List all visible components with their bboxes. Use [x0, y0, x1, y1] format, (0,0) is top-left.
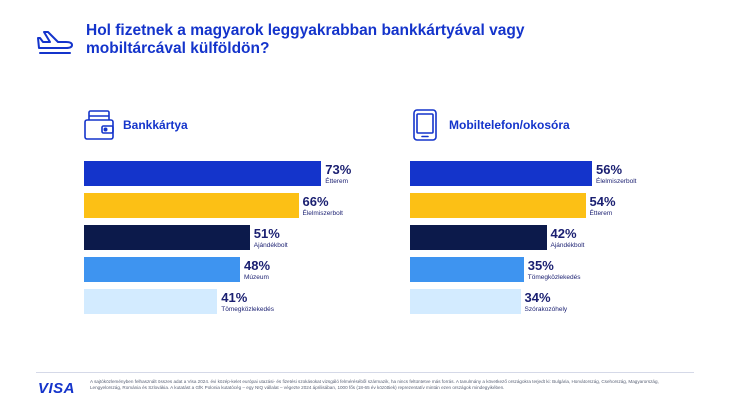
bar — [410, 193, 586, 218]
value-label: 54% — [589, 194, 616, 209]
category-label: Élelmiszerbolt — [596, 178, 637, 185]
footer-divider — [36, 372, 694, 373]
value-label: 73% — [325, 162, 352, 177]
bar — [410, 289, 521, 314]
panel-label-card: Bankkártya — [123, 118, 188, 132]
bar-row: 35% Tömegközlekedés — [410, 257, 710, 282]
panel-header-card: Bankkártya — [84, 109, 188, 141]
category-label: Múzeum — [244, 274, 269, 281]
bar-row: 48% Múzeum — [84, 257, 384, 282]
wallet-card-icon — [84, 110, 114, 140]
bar — [84, 193, 299, 218]
category-label: Étterem — [589, 210, 613, 217]
category-label: Ajándékbolt — [253, 242, 288, 249]
value-label: 48% — [244, 258, 271, 273]
category-label: Szórakozóhely — [524, 306, 568, 313]
category-label: Tömegközlekedés — [221, 306, 274, 313]
page-title: Hol fizetnek a magyarok leggyakrabban ba… — [86, 22, 525, 57]
bar-row: 73% Étterem — [84, 161, 384, 186]
value-label: 41% — [221, 290, 248, 305]
bar — [410, 225, 547, 250]
bar-row: 66% Élelmiszerbolt — [84, 193, 384, 218]
bar — [84, 161, 322, 186]
category-label: Élelmiszerbolt — [302, 210, 343, 217]
panel-header-mobile: Mobiltelefon/okosóra — [410, 109, 570, 141]
card-payment-chart: 73% Étterem 66% Élelmiszerbolt 51% Ajándékbol… — [84, 161, 384, 321]
value-label: 42% — [550, 226, 577, 241]
bar-row: 41% Tömegközlekedés — [84, 289, 384, 314]
bar-row: 42% Ajándékbolt — [410, 225, 710, 250]
smartphone-icon — [413, 109, 437, 141]
bar-row: 54% Étterem — [410, 193, 710, 218]
panel-label-mobile: Mobiltelefon/okosóra — [449, 118, 570, 132]
bar — [84, 289, 218, 314]
bar — [410, 257, 524, 282]
bar — [410, 161, 592, 186]
bar — [84, 225, 250, 250]
bar-row: 56% Élelmiszerbolt — [410, 161, 710, 186]
value-label: 51% — [253, 226, 280, 241]
bar-row: 34% Szórakozóhely — [410, 289, 710, 314]
visa-logo: VISA — [38, 380, 76, 397]
value-label: 56% — [596, 162, 623, 177]
value-label: 34% — [524, 290, 551, 305]
category-label: Tömegközlekedés — [527, 274, 581, 281]
category-label: Ajándékbolt — [550, 242, 585, 249]
category-label: Étterem — [325, 178, 349, 185]
value-label: 35% — [527, 258, 554, 273]
value-label: 66% — [302, 194, 329, 209]
bar-row: 51% Ajándékbolt — [84, 225, 384, 250]
bar — [84, 257, 240, 282]
footer-note: A sajtóközleményben felhasznált összes a… — [90, 379, 659, 390]
mobile-payment-chart: 56% Élelmiszerbolt 54% Étterem 42% Ajándékbol… — [410, 161, 710, 321]
airplane-icon — [37, 31, 73, 54]
